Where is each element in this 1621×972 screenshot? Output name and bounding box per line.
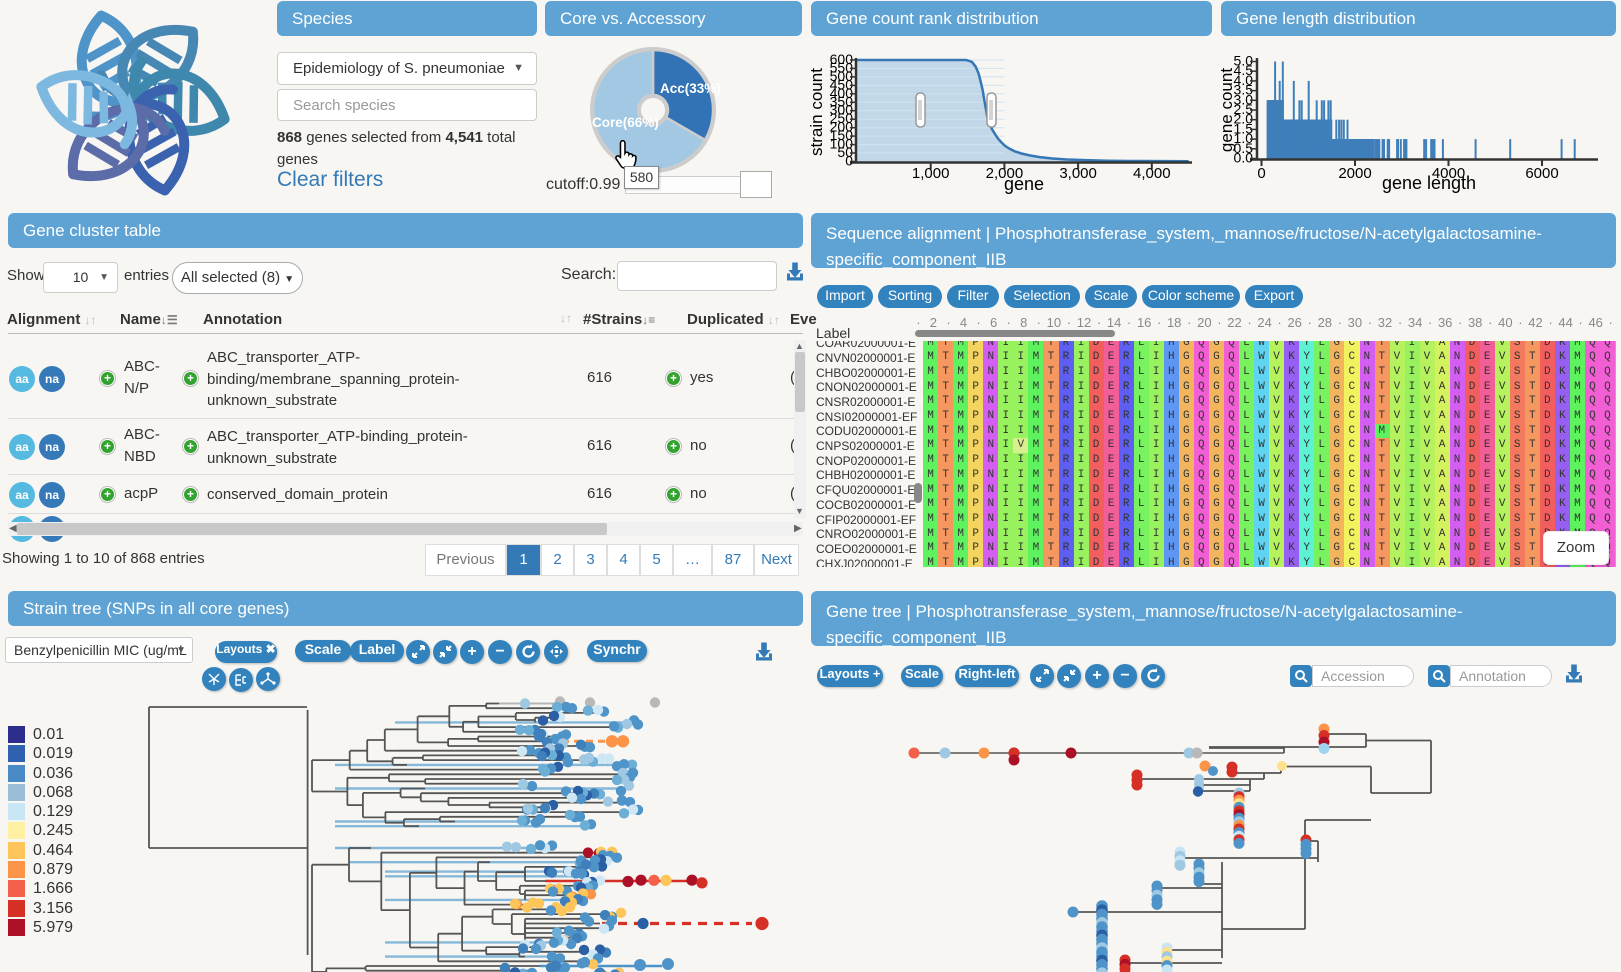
svg-text:0.0: 0.0	[1234, 150, 1254, 166]
svg-text:1.0: 1.0	[1234, 130, 1254, 146]
svg-text:strain count: strain count	[807, 68, 826, 156]
svg-text:150: 150	[830, 127, 854, 143]
svg-text:0.5: 0.5	[1234, 140, 1254, 156]
svg-text:2000: 2000	[1338, 165, 1371, 182]
svg-text:250: 250	[830, 110, 854, 126]
svg-text:4000: 4000	[1432, 165, 1465, 182]
svg-text:350: 350	[830, 93, 854, 109]
svg-text:gene length: gene length	[1382, 173, 1476, 193]
svg-text:6000: 6000	[1525, 165, 1558, 182]
svg-text:1,000: 1,000	[912, 165, 950, 182]
svg-text:0: 0	[845, 153, 853, 169]
svg-text:3,000: 3,000	[1059, 165, 1097, 182]
svg-text:0: 0	[1257, 165, 1265, 182]
svg-text:2.0: 2.0	[1234, 111, 1254, 127]
svg-text:2,000: 2,000	[986, 165, 1024, 182]
svg-text:600: 600	[830, 51, 854, 67]
svg-text:200: 200	[830, 119, 854, 135]
svg-text:4.0: 4.0	[1234, 72, 1254, 88]
svg-text:4.5: 4.5	[1234, 62, 1254, 78]
svg-text:100: 100	[830, 136, 854, 152]
svg-text:Core(66%): Core(66%)	[592, 115, 659, 130]
svg-text:2.5: 2.5	[1234, 101, 1254, 117]
svg-text:550: 550	[830, 59, 854, 75]
svg-text:5.0: 5.0	[1234, 53, 1254, 69]
svg-text:500: 500	[830, 68, 854, 84]
svg-text:gene count: gene count	[1217, 68, 1236, 152]
svg-text:50: 50	[837, 144, 853, 160]
svg-text:Acc(33%): Acc(33%)	[660, 81, 721, 96]
svg-text:300: 300	[830, 102, 854, 118]
svg-text:3.5: 3.5	[1234, 82, 1254, 98]
svg-text:3.0: 3.0	[1234, 91, 1254, 107]
svg-text:gene: gene	[1004, 174, 1044, 194]
svg-text:400: 400	[830, 85, 854, 101]
svg-text:450: 450	[830, 76, 854, 92]
svg-text:1.5: 1.5	[1234, 120, 1254, 136]
svg-text:4,000: 4,000	[1133, 165, 1171, 182]
